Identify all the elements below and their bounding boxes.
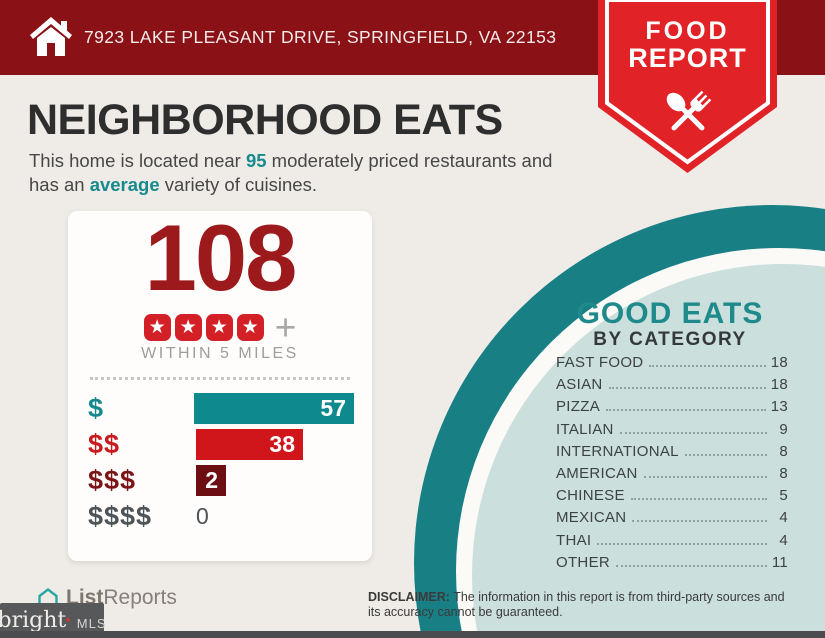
total-restaurant-count: 108	[144, 205, 298, 310]
price-tier-label: $$$	[88, 465, 137, 495]
category-count: 18	[770, 376, 788, 394]
category-name: THAI	[556, 531, 592, 549]
intro-post: variety of cuisines.	[159, 174, 317, 196]
dotted-leader	[608, 387, 766, 390]
dotted-leader	[616, 564, 767, 567]
intro-highlight: average	[89, 174, 160, 196]
plus-sign: +	[274, 307, 297, 348]
list-item: OTHER 11	[556, 554, 788, 576]
category-name: ITALIAN	[556, 420, 614, 438]
category-name: AMERICAN	[556, 464, 638, 482]
radius-label: WITHIN 5 MILES	[141, 345, 299, 362]
home-icon	[28, 14, 74, 65]
price-tier-label: $$$$	[88, 501, 153, 531]
intro-paragraph: This home is located near 95 moderately …	[29, 149, 577, 198]
ribbon-line2: REPORT	[628, 43, 747, 74]
ribbon-title: FOOD REPORT	[598, 18, 777, 73]
category-name: CHINESE	[556, 487, 625, 505]
category-count: 4	[779, 509, 788, 527]
dotted-leader	[649, 365, 766, 367]
bright-spark-icon: ✦	[64, 615, 72, 625]
dotted-leader	[643, 475, 767, 478]
list-item: THAI 4	[556, 532, 788, 554]
disclaimer: DISCLAIMER: The information in this repo…	[368, 590, 796, 620]
price-tier-label: $	[88, 393, 105, 423]
category-count: 13	[770, 398, 788, 416]
bar-fill: 2	[196, 465, 226, 496]
ribbon-line1: FOOD	[645, 17, 730, 45]
intro-pre: This home is located near	[29, 150, 246, 171]
category-count: 11	[771, 553, 788, 571]
dotted-leader	[632, 520, 767, 523]
list-item: CHINESE 5	[556, 487, 788, 509]
bar-value: 57	[320, 395, 346, 421]
intro-count: 95	[245, 150, 267, 171]
bar-row-price-2: $$ 38	[88, 429, 354, 460]
food-report-ribbon: FOOD REPORT	[598, 0, 777, 173]
category-count: 18	[770, 354, 788, 371]
list-item: MEXICAN 4	[556, 509, 788, 531]
star-icon: ★	[236, 314, 264, 341]
category-count: 8	[779, 442, 788, 460]
page-title: NEIGHBORHOOD EATS	[27, 96, 503, 144]
list-item: AMERICAN 8	[556, 465, 788, 487]
dotted-leader	[630, 498, 767, 501]
category-name: FAST FOOD	[556, 354, 644, 371]
list-item: INTERNATIONAL 8	[556, 443, 788, 465]
good-eats-subtitle: BY CATEGORY	[593, 329, 747, 350]
bar-fill: 38	[196, 429, 303, 460]
disclaimer-label: DISCLAIMER:	[368, 590, 450, 604]
list-item: FAST FOOD 18	[556, 354, 788, 376]
bar-fill: 57	[194, 393, 354, 424]
star-icon: ★	[143, 314, 171, 341]
price-tier-label: $$	[88, 429, 121, 459]
price-tier-bar-chart: $ 57 $$ 38 $$$ 2 $$$$ 0	[88, 393, 354, 532]
list-item: ASIAN 18	[556, 376, 788, 398]
category-count: 9	[779, 420, 788, 438]
intro-mid: moderately priced restaurants and has an	[29, 150, 553, 196]
category-name: INTERNATIONAL	[556, 442, 679, 460]
star-icon: ★	[205, 314, 233, 341]
category-count: 4	[779, 531, 788, 549]
category-name: OTHER	[556, 553, 610, 571]
category-count: 5	[779, 487, 788, 505]
category-count: 8	[779, 464, 788, 482]
bar-row-price-3: $$$ 2	[88, 465, 354, 496]
dotted-leader	[684, 453, 767, 456]
list-item: PIZZA 13	[556, 398, 788, 420]
category-name: MEXICAN	[556, 509, 627, 527]
category-name: ASIAN	[556, 376, 603, 394]
bar-fill: 0	[196, 501, 354, 532]
bar-value: 2	[205, 467, 218, 493]
star-icon: ★	[174, 314, 202, 341]
bar-row-price-4: $$$$ 0	[88, 501, 354, 532]
ribbon-shape	[598, 0, 777, 173]
dotted-leader	[619, 431, 767, 434]
star-rating-row: ★ ★ ★ ★ +	[68, 309, 372, 346]
category-list: FAST FOOD 18 ASIAN 18 PIZZA 13 ITALIAN 9 INT…	[556, 354, 788, 576]
bar-value: 0	[196, 503, 209, 529]
dotted-leader	[606, 409, 766, 412]
list-item: ITALIAN 9	[556, 421, 788, 443]
dotted-leader	[597, 542, 767, 545]
property-address: 7923 LAKE PLEASANT DRIVE, SPRINGFIELD, V…	[84, 27, 557, 47]
good-eats-title: GOOD EATS	[576, 297, 764, 330]
restaurant-summary-card: 108 ★ ★ ★ ★ + WITHIN 5 MILES $ 57 $$ 38 $$$ …	[68, 205, 372, 561]
bright-wordmark: bright	[0, 607, 67, 633]
dashed-divider	[90, 377, 350, 380]
category-name: PIZZA	[556, 398, 601, 416]
mls-wordmark: MLS	[76, 616, 107, 631]
bar-row-price-1: $ 57	[88, 393, 354, 424]
disclaimer-text: The information in this report is from t…	[368, 590, 785, 619]
bar-value: 38	[269, 431, 295, 457]
bottom-bar	[0, 631, 825, 638]
